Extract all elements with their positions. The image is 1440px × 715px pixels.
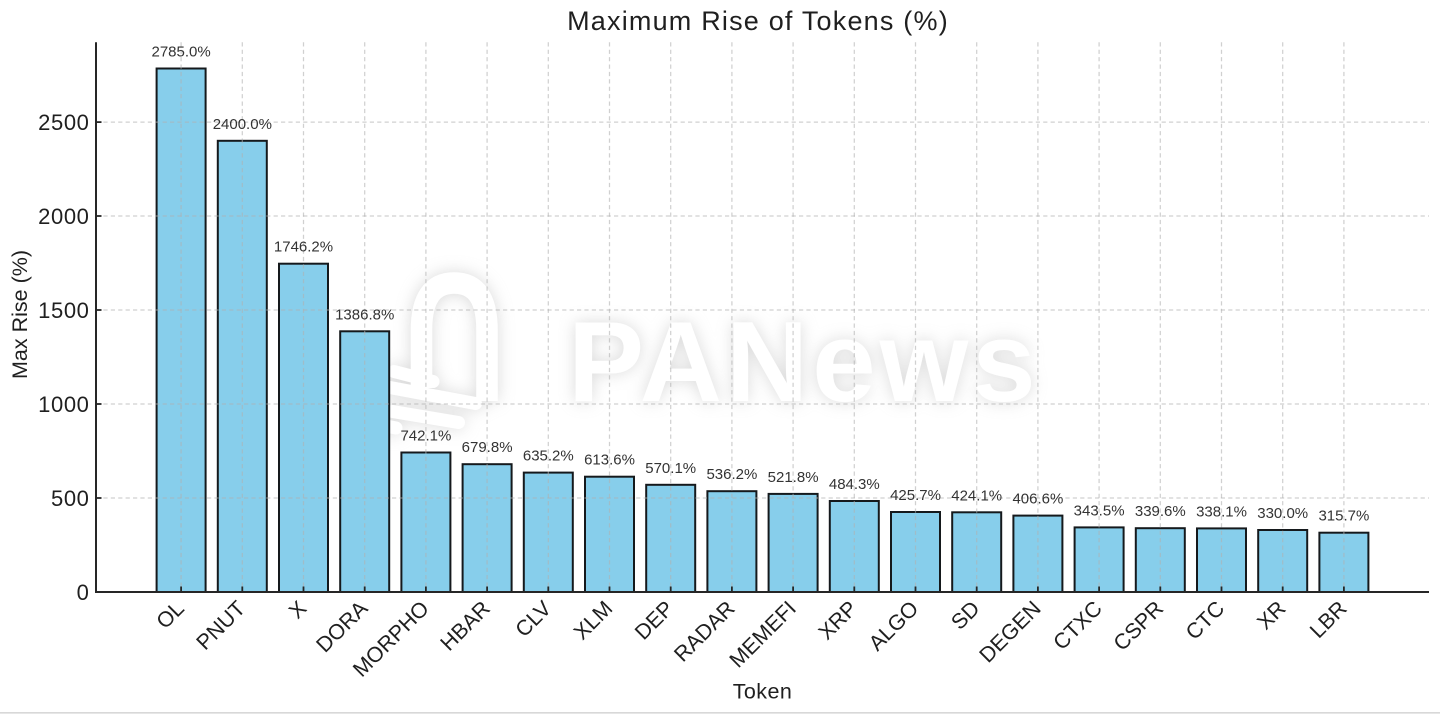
svg-text:406.6%: 406.6% <box>1012 491 1063 508</box>
svg-text:2400.0%: 2400.0% <box>213 116 272 133</box>
svg-text:330.0%: 330.0% <box>1257 505 1308 522</box>
svg-text:425.7%: 425.7% <box>890 487 941 504</box>
svg-text:679.8%: 679.8% <box>462 439 513 456</box>
svg-text:Max Rise (%): Max Rise (%) <box>8 250 32 379</box>
svg-text:0: 0 <box>77 580 90 605</box>
svg-text:484.3%: 484.3% <box>829 476 880 493</box>
svg-text:536.2%: 536.2% <box>706 466 757 483</box>
svg-text:Token: Token <box>733 679 793 703</box>
svg-text:742.1%: 742.1% <box>400 428 451 445</box>
svg-text:Maximum Rise of Tokens (%): Maximum Rise of Tokens (%) <box>567 6 949 36</box>
svg-text:2500: 2500 <box>38 110 89 135</box>
svg-text:339.6%: 339.6% <box>1135 503 1186 520</box>
svg-text:500: 500 <box>51 486 90 511</box>
svg-text:2785.0%: 2785.0% <box>151 44 210 61</box>
svg-text:635.2%: 635.2% <box>523 448 574 465</box>
svg-text:1000: 1000 <box>38 392 89 417</box>
svg-text:1500: 1500 <box>38 298 89 323</box>
svg-text:PANews: PANews <box>568 299 1040 426</box>
svg-text:343.5%: 343.5% <box>1074 502 1125 519</box>
svg-text:613.6%: 613.6% <box>584 452 635 469</box>
svg-text:1386.8%: 1386.8% <box>335 306 394 323</box>
svg-text:338.1%: 338.1% <box>1196 503 1247 520</box>
svg-text:315.7%: 315.7% <box>1318 508 1369 525</box>
svg-text:570.1%: 570.1% <box>645 460 696 477</box>
svg-text:521.8%: 521.8% <box>768 469 819 486</box>
svg-text:2000: 2000 <box>38 204 89 229</box>
svg-text:424.1%: 424.1% <box>951 487 1002 504</box>
svg-text:1746.2%: 1746.2% <box>274 239 333 256</box>
